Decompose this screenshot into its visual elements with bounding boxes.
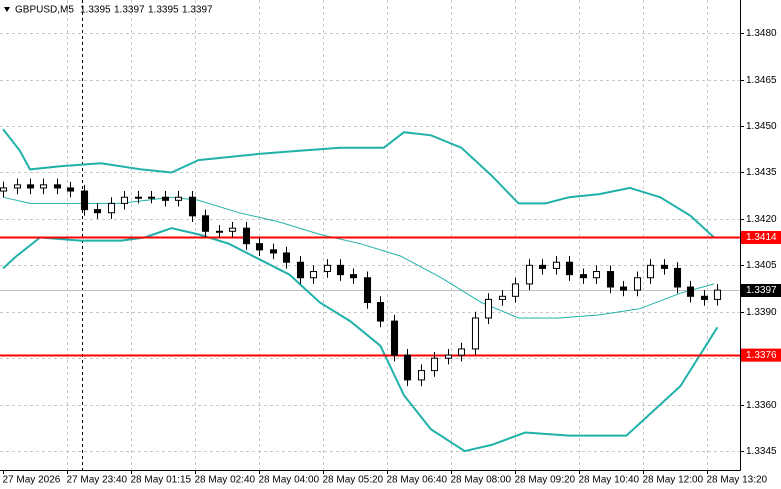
candle-body <box>457 348 466 356</box>
chart-title: GBPUSD,M5 <box>15 5 74 16</box>
y-tick-label: 1.3405 <box>746 260 777 271</box>
candle-body <box>282 252 291 263</box>
candle-body <box>53 184 62 189</box>
y-tick-label: 1.3435 <box>746 167 777 178</box>
candle-body <box>686 286 695 297</box>
header-quote: 1.3395 <box>148 5 179 16</box>
candle-body <box>430 357 439 372</box>
candle-body <box>296 261 305 279</box>
x-tick-label: 28 May 01:15 <box>131 475 192 486</box>
candle-body <box>660 264 669 269</box>
candle-body <box>390 320 399 356</box>
candle-body <box>579 274 588 279</box>
x-tick-label: 27 May 23:40 <box>67 475 128 486</box>
candle-body <box>0 187 8 192</box>
y-tick-label: 1.3465 <box>746 75 777 86</box>
x-tick-label: 28 May 06:40 <box>387 475 448 486</box>
candle-body <box>673 267 682 288</box>
level-label-box <box>741 348 781 362</box>
candle-body <box>349 274 358 279</box>
last-price-label: 1.3397 <box>746 285 777 296</box>
candle-body <box>565 261 574 276</box>
candle-body <box>633 277 642 291</box>
x-tick-label: 28 May 05:20 <box>323 475 384 486</box>
last-price-box <box>741 284 781 297</box>
candle-body <box>66 187 75 192</box>
candle-body <box>201 215 210 232</box>
candle-body <box>269 249 278 254</box>
x-tick-label: 28 May 09:20 <box>515 475 576 486</box>
candle-body <box>606 271 615 288</box>
candle-body <box>700 295 709 300</box>
candle-body <box>134 196 143 199</box>
level-label: 1.3376 <box>746 350 777 361</box>
candle-body <box>498 295 507 300</box>
candle-body <box>538 264 547 269</box>
candle-body <box>242 227 251 245</box>
candle-body <box>471 317 480 350</box>
candle-body <box>228 227 237 232</box>
candle-body <box>363 277 372 303</box>
y-tick-label: 1.3480 <box>746 28 777 39</box>
candle-body <box>26 184 35 189</box>
candle-body <box>417 370 426 381</box>
level-label-box <box>741 230 781 244</box>
candle-body <box>525 264 534 285</box>
candle-body <box>215 230 224 233</box>
candle-body <box>107 202 116 214</box>
candle-body <box>713 289 722 300</box>
candle-body <box>592 271 601 279</box>
header-quote: 1.3397 <box>182 5 213 16</box>
y-tick-label: 1.3450 <box>746 121 777 132</box>
candle-body <box>376 301 385 322</box>
x-tick-label: 28 May 10:40 <box>579 475 640 486</box>
header-quote: 1.3397 <box>114 5 145 16</box>
x-tick-label: 28 May 12:00 <box>643 475 704 486</box>
x-tick-label: 28 May 08:00 <box>451 475 512 486</box>
y-tick-label: 1.3420 <box>746 214 777 225</box>
plot <box>0 0 740 470</box>
band-line <box>2 128 715 239</box>
candle-body <box>323 264 332 273</box>
candle-body <box>619 286 628 291</box>
y-tick-label: 1.3390 <box>746 307 777 318</box>
candle-body <box>309 271 318 279</box>
x-tick-label: 27 May 2026 <box>3 475 61 486</box>
candle-body <box>403 354 412 381</box>
level-label: 1.3414 <box>746 232 777 243</box>
x-tick-label: 28 May 04:00 <box>259 475 320 486</box>
band-line <box>2 227 719 453</box>
candle-body <box>646 264 655 279</box>
candle-body <box>120 196 129 204</box>
axes: 1.3395 1.3397 1.3395 1.33971.34801.34651.34… <box>3 5 781 486</box>
candle-body <box>336 264 345 276</box>
candle-body <box>13 184 22 189</box>
candle-body <box>484 298 493 319</box>
candle-body <box>511 283 520 297</box>
collapse-icon[interactable] <box>4 7 10 12</box>
candle-body <box>174 196 183 201</box>
y-tick-label: 1.3345 <box>746 446 777 457</box>
candle-body <box>188 196 197 217</box>
candle-body <box>444 354 453 359</box>
candle-body <box>161 196 170 201</box>
candle-body <box>255 243 264 251</box>
x-tick-label: 28 May 13:20 <box>707 475 768 486</box>
candle-body <box>39 184 48 189</box>
candle-body <box>80 190 89 211</box>
candle-body <box>93 209 102 214</box>
x-tick-label: 28 May 02:40 <box>195 475 256 486</box>
candle-body <box>552 261 561 269</box>
header-quote: 1.3395 <box>80 5 111 16</box>
y-tick-label: 1.3360 <box>746 400 777 411</box>
candle-body <box>147 196 156 199</box>
